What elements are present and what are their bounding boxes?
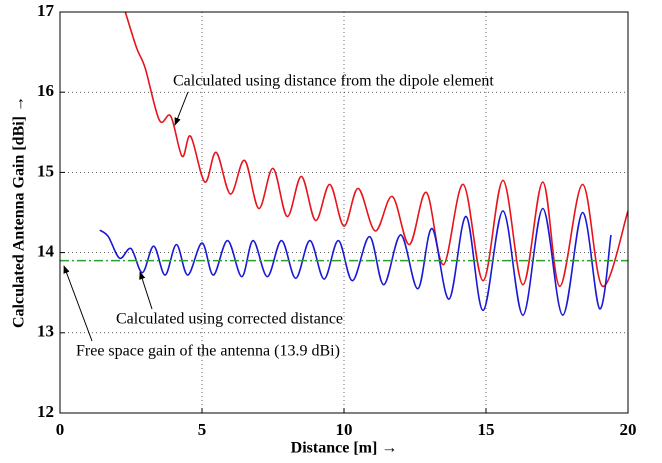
arrow: [139, 271, 153, 310]
arrow: [63, 265, 93, 342]
y-tick-label: 14: [37, 242, 55, 261]
annotation: Calculated using corrected distance: [116, 311, 343, 328]
x-tick-label: 0: [56, 420, 65, 439]
y-tick-label: 16: [37, 81, 54, 100]
y-axis-label: Calculated Antenna Gain [dBi] →: [11, 96, 28, 328]
x-tick-label: 5: [198, 420, 207, 439]
arrow: [174, 91, 189, 126]
y-tick-label: 12: [37, 402, 54, 421]
y-tick-label: 17: [37, 1, 55, 20]
x-axis-label: Distance [m] →: [291, 440, 398, 457]
y-tick-label: 13: [37, 322, 54, 341]
x-tick-label: 10: [336, 420, 353, 439]
data-line: [124, 11, 629, 288]
y-tick-label: 15: [37, 161, 54, 180]
annotation: Free space gain of the antenna (13.9 dBi…: [76, 343, 340, 360]
data-line: [99, 207, 612, 316]
x-tick-label: 20: [620, 420, 637, 439]
annotation: Calculated using distance from the dipol…: [173, 73, 494, 90]
x-tick-label: 15: [478, 420, 495, 439]
